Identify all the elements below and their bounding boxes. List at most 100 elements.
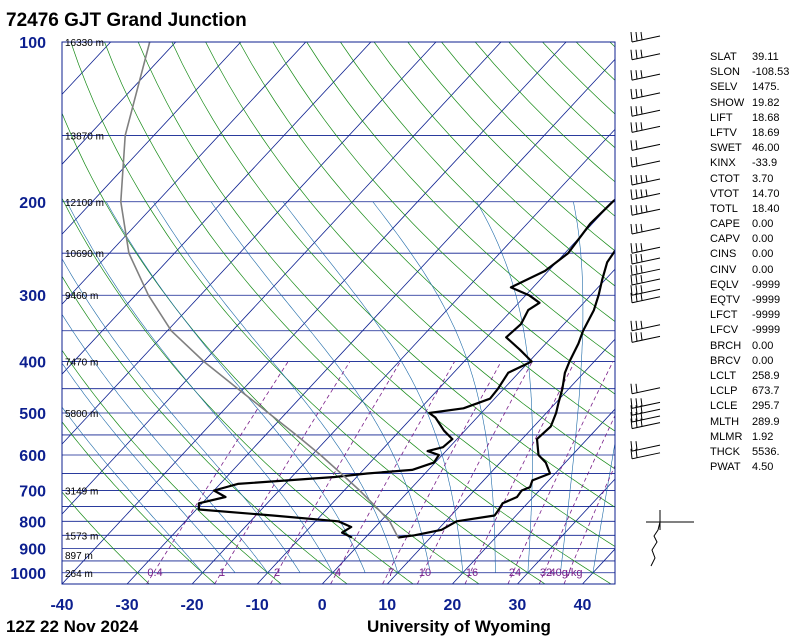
wind-barb (630, 156, 661, 168)
dry-adiabat (62, 491, 150, 584)
height-label: 1573 m (65, 531, 98, 542)
index-row: BRCH 0.00 (710, 339, 800, 354)
wind-barb (630, 448, 661, 460)
wind-barb (630, 320, 661, 332)
index-row: EQLV -9999 (710, 278, 800, 293)
height-label: 13870 m (65, 131, 104, 142)
wind-barb-staff (631, 278, 661, 286)
dry-adiabat (62, 421, 216, 584)
temperature-tick-label: 40 (574, 597, 592, 614)
mixing-ratio-line (146, 361, 289, 584)
index-value: 1475. (752, 81, 780, 94)
mixing-ratio-label: 24 (509, 567, 521, 579)
index-row: LFCV -9999 (710, 323, 800, 338)
index-value: -108.53 (752, 66, 790, 79)
wind-barb-flag (635, 253, 638, 263)
wind-barb (630, 253, 661, 265)
wind-barb-flag (630, 88, 633, 99)
wind-barb-flag (640, 205, 643, 214)
isotherm-line (62, 42, 437, 445)
isotherm-line (191, 128, 615, 584)
pressure-tick-label: 600 (19, 448, 46, 465)
wind-barb-flag (635, 243, 638, 253)
mixing-ratio-label: 40g/kg (549, 567, 582, 579)
moist-adiabat (153, 201, 399, 573)
index-row: CTOT 3.70 (710, 172, 800, 187)
moist-adiabat (106, 201, 366, 573)
wind-barb-flag (635, 189, 638, 199)
index-row: TOTL 18.40 (710, 202, 800, 217)
dry-adiabat (62, 197, 414, 584)
index-row: EQTV -9999 (710, 293, 800, 308)
mixing-ratio-line (538, 414, 615, 584)
index-row: SELV 1475. (710, 80, 800, 95)
plot-frame (61, 41, 616, 585)
wind-barb-flag (640, 265, 643, 274)
wind-barb-flag (630, 285, 633, 296)
wind-barb (630, 441, 661, 452)
wind-barb-staff (631, 125, 661, 133)
index-value: 295.7 (752, 400, 780, 413)
wind-barb-staff (631, 335, 661, 343)
index-key: BRCV (710, 354, 741, 367)
wind-barb-flag (635, 292, 638, 302)
series-line (120, 42, 399, 538)
wind-barb-flag (630, 174, 633, 186)
height-label: 897 m (65, 551, 93, 562)
wind-barb (630, 265, 661, 276)
observation-time: 12Z 22 Nov 2024 (6, 617, 139, 636)
wind-barb (630, 223, 661, 235)
index-key: TOTL (710, 202, 738, 215)
temperature-tick-label: -40 (50, 597, 73, 614)
wind-barb (630, 140, 661, 151)
index-value: 0.00 (752, 218, 774, 231)
chart-grid (62, 42, 615, 584)
index-value: 46.00 (752, 142, 780, 155)
index-row: MLMR 1.92 (710, 430, 800, 445)
index-key: BRCH (710, 339, 742, 352)
isotherm-line (126, 58, 615, 584)
wind-barb-flag (640, 253, 643, 262)
index-value: 18.69 (752, 126, 780, 139)
moist-adiabat (62, 313, 268, 573)
index-key: EQTV (710, 294, 740, 306)
index-key: CINS (710, 248, 737, 261)
wind-barb-flag (630, 292, 633, 303)
mixing-ratio-line (464, 361, 576, 584)
wind-barb-staff (631, 296, 661, 304)
isotherm-line (62, 42, 242, 235)
dry-adiabat (62, 275, 348, 584)
index-value: -9999 (752, 309, 781, 322)
isotherm-line (62, 42, 111, 95)
wind-barb-flag (630, 49, 633, 60)
wind-barb-flag (635, 405, 638, 415)
isotherm-line (452, 408, 615, 584)
index-value: 0.00 (752, 263, 774, 276)
pressure-tick-label: 100 (19, 35, 46, 52)
index-row: CINS 0.00 (710, 247, 800, 262)
wind-barb-flag (640, 332, 643, 341)
index-value: 5536. (752, 445, 780, 458)
mixing-ratio-label: 32 (540, 567, 552, 579)
wind-barb (630, 205, 661, 216)
wind-barb-staff (631, 444, 661, 452)
index-key: LIFT (710, 111, 733, 124)
index-key: SWET (710, 142, 742, 155)
mixing-ratio-line (382, 361, 502, 584)
pressure-tick-label: 700 (19, 484, 46, 501)
index-row: LCLE 295.7 (710, 399, 800, 414)
wind-barb-flag (630, 383, 633, 394)
wind-barb (630, 398, 661, 409)
pressure-tick-label: 800 (19, 514, 46, 531)
pressure-tick-label: 500 (19, 406, 46, 423)
wind-barb-staff (631, 143, 661, 151)
pressure-tick-label: 1000 (10, 566, 46, 583)
wind-barb (630, 106, 661, 117)
index-value: -9999 (752, 294, 781, 306)
wind-barb-flag (635, 274, 638, 284)
wind-barb-flag (630, 253, 633, 265)
wind-barb-flag (635, 285, 638, 295)
mixing-ratio-label: 16 (466, 567, 478, 579)
wind-barb-flag (630, 265, 633, 276)
wind-barb-flag (630, 274, 633, 286)
